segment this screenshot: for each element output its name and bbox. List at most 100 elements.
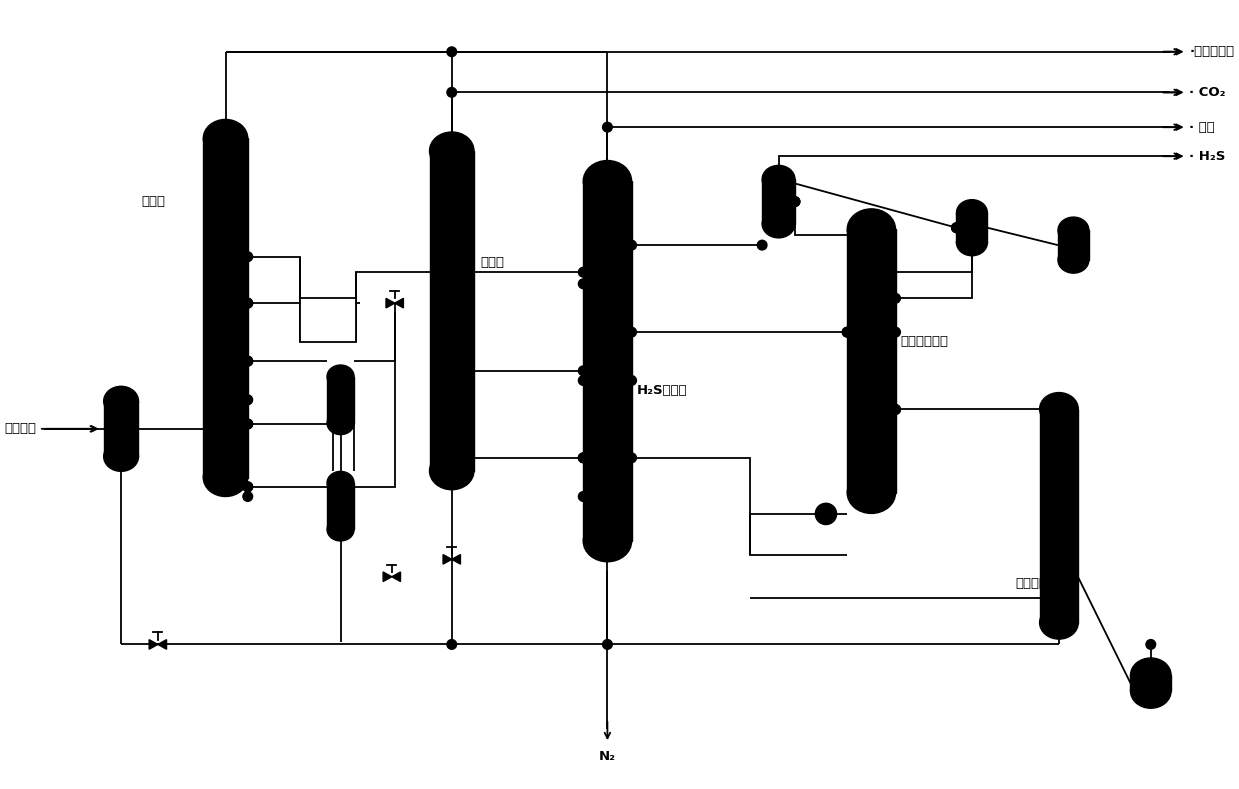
Ellipse shape	[327, 412, 354, 435]
Ellipse shape	[1040, 606, 1078, 639]
FancyBboxPatch shape	[1130, 675, 1171, 691]
Circle shape	[447, 47, 457, 57]
FancyBboxPatch shape	[430, 151, 475, 471]
Circle shape	[447, 140, 457, 149]
Circle shape	[891, 327, 901, 337]
Circle shape	[579, 453, 589, 462]
FancyBboxPatch shape	[327, 483, 354, 529]
Ellipse shape	[439, 149, 466, 173]
Ellipse shape	[327, 518, 354, 541]
Circle shape	[627, 453, 637, 462]
Ellipse shape	[762, 166, 795, 193]
Text: · 尾气: · 尾气	[1189, 121, 1215, 133]
Polygon shape	[444, 555, 452, 564]
Ellipse shape	[1130, 658, 1171, 693]
Circle shape	[602, 640, 612, 649]
FancyBboxPatch shape	[1058, 230, 1089, 260]
Circle shape	[579, 492, 589, 501]
Ellipse shape	[957, 200, 987, 226]
Polygon shape	[392, 572, 400, 581]
Circle shape	[243, 482, 253, 492]
Circle shape	[243, 252, 253, 262]
Circle shape	[579, 366, 589, 376]
FancyBboxPatch shape	[300, 298, 356, 342]
Ellipse shape	[762, 210, 795, 237]
Circle shape	[757, 241, 767, 250]
FancyBboxPatch shape	[762, 179, 795, 224]
FancyBboxPatch shape	[584, 181, 632, 541]
Circle shape	[243, 419, 253, 429]
FancyBboxPatch shape	[104, 401, 139, 457]
Circle shape	[627, 327, 637, 337]
Ellipse shape	[1130, 674, 1171, 709]
Ellipse shape	[1040, 393, 1078, 425]
Polygon shape	[157, 640, 166, 649]
Text: ·净化合成气: ·净化合成气	[1189, 45, 1234, 58]
Ellipse shape	[203, 119, 248, 157]
Text: H₂S浓缩塔: H₂S浓缩塔	[637, 383, 688, 397]
Text: · CO₂: · CO₂	[1189, 86, 1225, 99]
Circle shape	[579, 279, 589, 289]
Polygon shape	[383, 572, 392, 581]
Ellipse shape	[1058, 217, 1089, 243]
Circle shape	[1146, 640, 1156, 649]
Ellipse shape	[104, 387, 139, 416]
Circle shape	[243, 482, 253, 492]
Ellipse shape	[104, 442, 139, 471]
Ellipse shape	[327, 365, 354, 388]
Circle shape	[815, 503, 836, 525]
Ellipse shape	[430, 132, 475, 170]
Circle shape	[243, 395, 253, 405]
Polygon shape	[149, 640, 157, 649]
Text: 甲醇热再生塔: 甲醇热再生塔	[901, 335, 948, 348]
Circle shape	[952, 222, 961, 233]
FancyBboxPatch shape	[957, 213, 987, 242]
FancyBboxPatch shape	[439, 161, 466, 204]
Ellipse shape	[584, 160, 632, 202]
Polygon shape	[452, 555, 461, 564]
Circle shape	[843, 327, 852, 337]
Circle shape	[790, 196, 800, 207]
Text: 甲醇水分离塔: 甲醇水分离塔	[1016, 577, 1063, 590]
Circle shape	[891, 405, 901, 414]
Circle shape	[447, 640, 457, 649]
Circle shape	[627, 241, 637, 250]
FancyBboxPatch shape	[327, 376, 354, 423]
FancyBboxPatch shape	[847, 230, 896, 493]
Circle shape	[243, 298, 253, 308]
Text: 吸收塔: 吸收塔	[141, 195, 165, 208]
Circle shape	[952, 222, 961, 233]
Polygon shape	[395, 298, 404, 308]
Text: · H₂S: · H₂S	[1189, 150, 1225, 163]
Circle shape	[790, 196, 800, 207]
Circle shape	[579, 376, 589, 385]
Ellipse shape	[1058, 247, 1089, 273]
Ellipse shape	[430, 452, 475, 490]
Text: 解偶塔: 解偶塔	[481, 256, 504, 269]
Circle shape	[243, 419, 253, 429]
Circle shape	[243, 357, 253, 366]
Ellipse shape	[847, 473, 896, 514]
Circle shape	[579, 453, 589, 462]
Circle shape	[891, 405, 901, 414]
Ellipse shape	[439, 193, 466, 215]
Ellipse shape	[847, 209, 896, 250]
Circle shape	[243, 298, 253, 308]
Ellipse shape	[203, 458, 248, 496]
Ellipse shape	[957, 230, 987, 256]
Ellipse shape	[327, 471, 354, 495]
Circle shape	[602, 122, 612, 132]
FancyBboxPatch shape	[1040, 409, 1078, 623]
Circle shape	[243, 357, 253, 366]
Polygon shape	[387, 298, 395, 308]
Circle shape	[243, 492, 253, 501]
Circle shape	[447, 88, 457, 97]
Circle shape	[579, 267, 589, 277]
Circle shape	[843, 327, 852, 337]
Circle shape	[891, 294, 901, 303]
Text: N₂: N₂	[598, 750, 616, 763]
FancyBboxPatch shape	[203, 138, 248, 477]
Ellipse shape	[584, 521, 632, 562]
Circle shape	[627, 376, 637, 385]
Text: 组合成气: 组合成气	[4, 422, 36, 436]
